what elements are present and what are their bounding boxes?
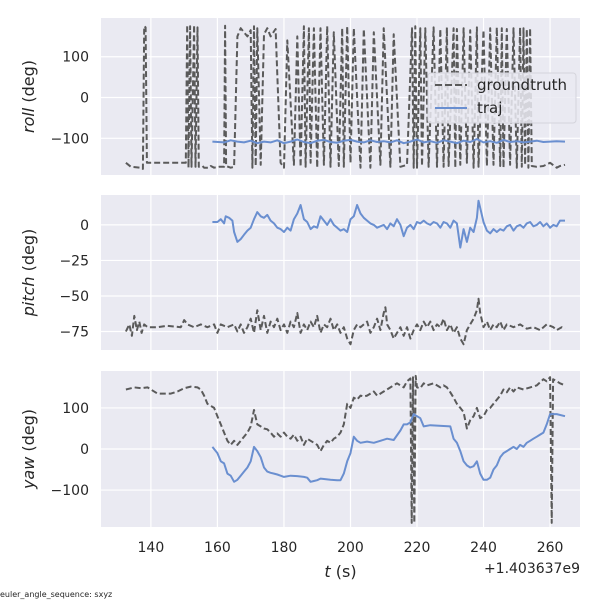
x-tick-label: 160	[204, 540, 231, 556]
y-tick-label: 100	[62, 50, 89, 66]
y-tick-label: −100	[51, 483, 89, 499]
series-line-groundtruth	[125, 374, 566, 524]
y-tick-label: −75	[59, 325, 89, 341]
panel-yaw: 100 0 −100 yaw (deg) 140 160 180 200 220 240 260 t …	[19, 371, 580, 581]
y-tick-label: 0	[80, 442, 89, 458]
y-tick-label: −50	[59, 289, 89, 305]
series-line-groundtruth	[125, 23, 566, 170]
panel-pitch: 0 −25 −50 −75 pitch (deg)	[19, 195, 580, 350]
series-line-groundtruth	[124, 297, 566, 346]
series-line-traj	[212, 199, 565, 249]
x-tick-label: 200	[337, 540, 364, 556]
y-tick-label: 100	[62, 401, 89, 417]
x-tick-label: 240	[470, 540, 497, 556]
y-axis-label: roll (deg)	[19, 60, 38, 133]
y-tick-label: −25	[59, 253, 89, 269]
x-axis-label: t (s)	[324, 562, 356, 581]
y-tick-label: 0	[80, 91, 89, 107]
x-tick-label: 140	[138, 540, 165, 556]
legend-label-traj: traj	[477, 99, 502, 117]
x-offset-text: +1.403637e9	[484, 561, 580, 577]
y-tick-label: −100	[51, 131, 89, 147]
y-axis-label: yaw (deg)	[19, 409, 38, 490]
y-tick-label: 0	[80, 218, 89, 234]
legend[interactable]: groundtruth traj	[427, 72, 577, 124]
y-axis-label: pitch (deg)	[19, 229, 38, 318]
footer-note: euler_angle_sequence: sxyz	[0, 590, 112, 599]
legend-label-groundtruth: groundtruth	[477, 76, 567, 94]
x-tick-label: 260	[537, 540, 564, 556]
series-line-traj	[212, 138, 566, 145]
x-tick-label: 180	[271, 540, 298, 556]
series-line-traj	[211, 413, 566, 483]
x-tick-label: 220	[404, 540, 431, 556]
